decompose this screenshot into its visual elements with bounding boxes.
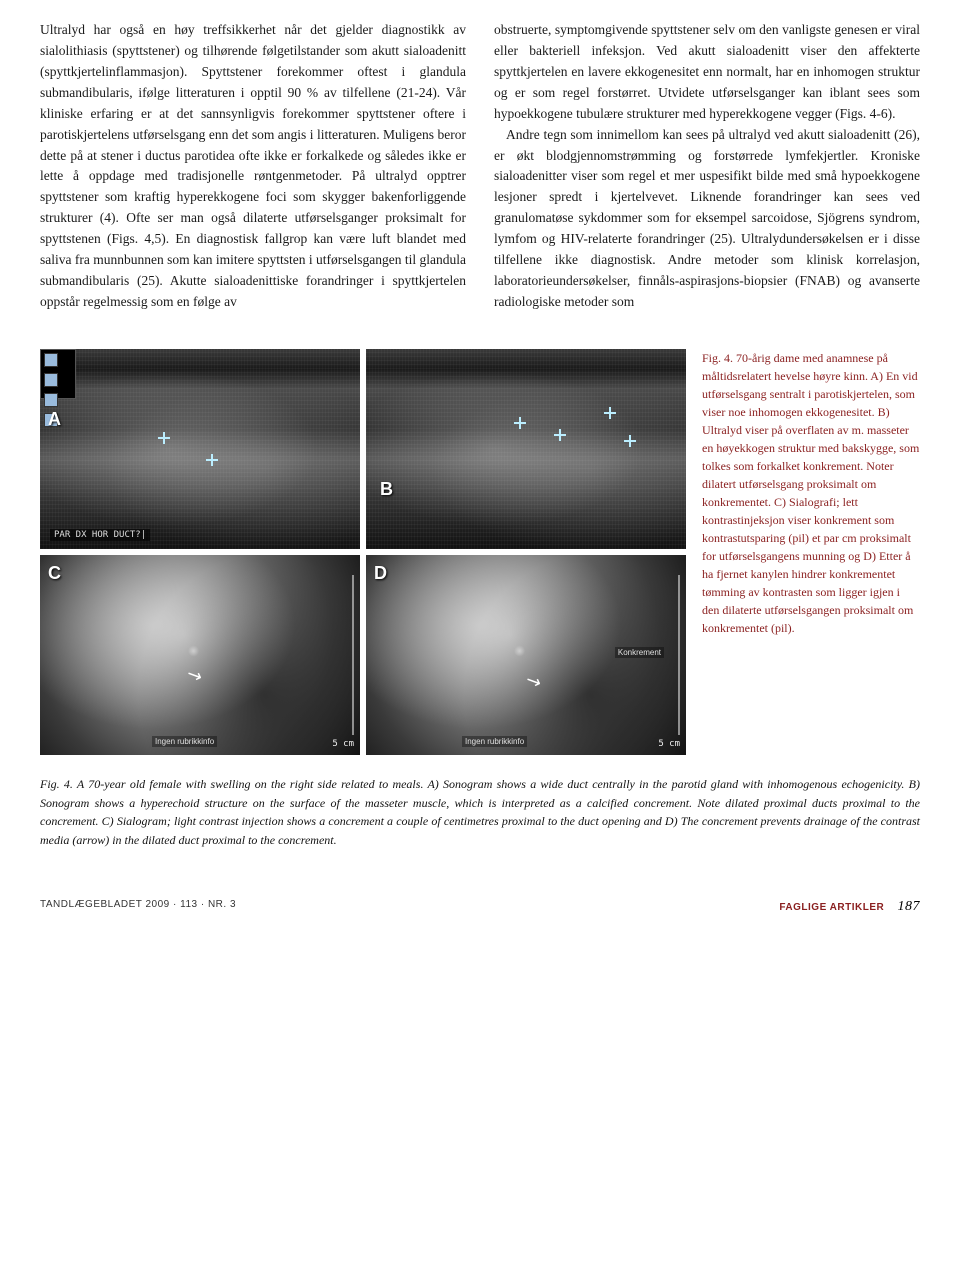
body-text-columns: Ultralyd har også en høy treffsikkerhet … — [40, 20, 920, 313]
caliper-icon — [606, 409, 614, 417]
panel-label-d: D — [374, 563, 387, 584]
caliper-icon — [626, 437, 634, 445]
caliper-icon — [160, 434, 168, 442]
figure-panel-c: C ↘ Ingen rubrikkinfo 5 cm — [40, 555, 360, 755]
figure-caption-norwegian: Fig. 4. 70-årig dame med anamnese på mål… — [702, 349, 920, 755]
scale-label: 5 cm — [658, 739, 680, 749]
footer-section: FAGLIGE ARTIKLER 187 — [779, 899, 920, 915]
figure-panel-b: B — [366, 349, 686, 549]
panel-label-a: A — [48, 409, 61, 430]
scale-label: 5 cm — [332, 739, 354, 749]
ultrasound-overlay-text: PAR DX HOR DUCT?| — [50, 529, 150, 541]
figure-4-block: A PAR DX HOR DUCT?| B C ↘ Ingen rubrikki… — [40, 349, 920, 755]
tool-icon — [44, 373, 58, 387]
body-paragraph: obstruerte, symptomgivende spyttstener s… — [494, 20, 920, 125]
caption-text: Fig. 4. 70-årig dame med anamnese på mål… — [702, 351, 919, 635]
column-left: Ultralyd har også en høy treffsikkerhet … — [40, 20, 466, 313]
xray-annotation: Konkrement — [615, 647, 664, 658]
footer-journal-info: TANDLÆGEBLADET 2009 · 113 · NR. 3 — [40, 899, 236, 915]
panel-label-c: C — [48, 563, 61, 584]
panel-label-b: B — [380, 479, 393, 500]
ultrasound-toolbar — [40, 349, 76, 399]
arrow-icon: ↘ — [183, 663, 206, 688]
caliper-icon — [516, 419, 524, 427]
scale-bar — [678, 575, 680, 735]
xray-annotation: Ingen rubrikkinfo — [152, 736, 217, 747]
page-footer: TANDLÆGEBLADET 2009 · 113 · NR. 3 FAGLIG… — [40, 889, 920, 915]
page-number: 187 — [898, 899, 921, 914]
tool-icon — [44, 353, 58, 367]
caliper-icon — [208, 456, 216, 464]
xray-annotation: Ingen rubrikkinfo — [462, 736, 527, 747]
tool-icon — [44, 393, 58, 407]
figure-panel-d: D ↘ Ingen rubrikkinfo Konkrement 5 cm — [366, 555, 686, 755]
body-paragraph: Andre tegn som innimellom kan sees på ul… — [494, 125, 920, 313]
body-paragraph: Ultralyd har også en høy treffsikkerhet … — [40, 20, 466, 313]
figure-panels-grid: A PAR DX HOR DUCT?| B C ↘ Ingen rubrikki… — [40, 349, 686, 755]
figure-panel-a: A PAR DX HOR DUCT?| — [40, 349, 360, 549]
scale-bar — [352, 575, 354, 735]
footer-section-label: FAGLIGE ARTIKLER — [779, 902, 884, 913]
arrow-icon: ↘ — [522, 669, 545, 694]
figure-caption-english: Fig. 4. A 70-year old female with swelli… — [40, 775, 920, 849]
column-right: obstruerte, symptomgivende spyttstener s… — [494, 20, 920, 313]
caliper-icon — [556, 431, 564, 439]
